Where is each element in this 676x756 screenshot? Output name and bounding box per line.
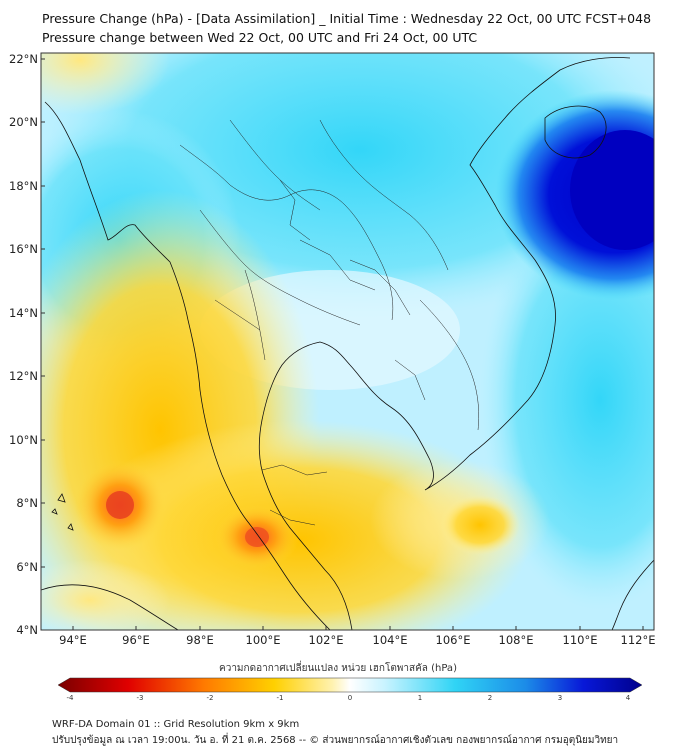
lat-label: 12°N (9, 369, 38, 383)
lon-label: 94°E (59, 633, 87, 647)
pressure-field (41, 53, 654, 630)
admin-borders (179, 119, 479, 526)
lat-label: 10°N (9, 433, 38, 447)
latitude-labels: 22°N 20°N 18°N 16°N 14°N 12°N 10°N 8°N 6… (9, 52, 38, 637)
lon-label: 112°E (621, 633, 656, 647)
lon-label: 98°E (186, 633, 214, 647)
axis-ticks (41, 58, 644, 630)
colorbar-tick: -3 (137, 694, 144, 702)
lon-label: 102°E (309, 633, 344, 647)
footer-model-info: WRF-DA Domain 01 :: Grid Resolution 9km … (52, 719, 300, 730)
lat-label: 18°N (9, 179, 38, 193)
colorbar-tick: -2 (207, 694, 214, 702)
lat-label: 20°N (9, 115, 38, 129)
colorbar-tick: -1 (277, 694, 284, 702)
colorbar-gradient (57, 677, 643, 693)
lon-label: 96°E (122, 633, 150, 647)
lat-label: 16°N (9, 242, 38, 256)
lon-label: 104°E (373, 633, 408, 647)
lon-label: 100°E (246, 633, 281, 647)
lon-label: 106°E (436, 633, 471, 647)
lat-label: 14°N (9, 306, 38, 320)
lon-label: 110°E (563, 633, 598, 647)
map-title: Pressure Change (hPa) - [Data Assimilati… (42, 11, 652, 26)
colorbar-tick: 3 (558, 694, 562, 702)
lon-label: 108°E (499, 633, 534, 647)
map-frame (40, 52, 655, 631)
colorbar: -4 -3 -2 -1 0 1 2 3 4 (57, 677, 643, 702)
longitude-labels: 94°E 96°E 98°E 100°E 102°E 104°E 106°E 1… (59, 633, 655, 647)
colorbar-tick: 2 (488, 694, 492, 702)
colorbar-tick: 4 (626, 694, 631, 702)
lat-label: 4°N (16, 623, 38, 637)
colorbar-tick: 0 (348, 694, 352, 702)
lat-label: 6°N (16, 560, 38, 574)
lat-label: 8°N (16, 496, 38, 510)
colorbar-label: ความกดอากาศเปลี่ยนแปลง หน่วย เฮกโตพาสคัล… (219, 663, 457, 674)
coastlines (41, 57, 654, 630)
colorbar-tick: 1 (418, 694, 422, 702)
colorbar-tick: -4 (67, 694, 75, 702)
lat-label: 22°N (9, 52, 38, 66)
map-subtitle: Pressure change between Wed 22 Oct, 00 U… (42, 30, 478, 45)
footer-credit: ปรับปรุงข้อมูล ณ เวลา 19:00น. วัน อ. ที่… (52, 735, 619, 746)
